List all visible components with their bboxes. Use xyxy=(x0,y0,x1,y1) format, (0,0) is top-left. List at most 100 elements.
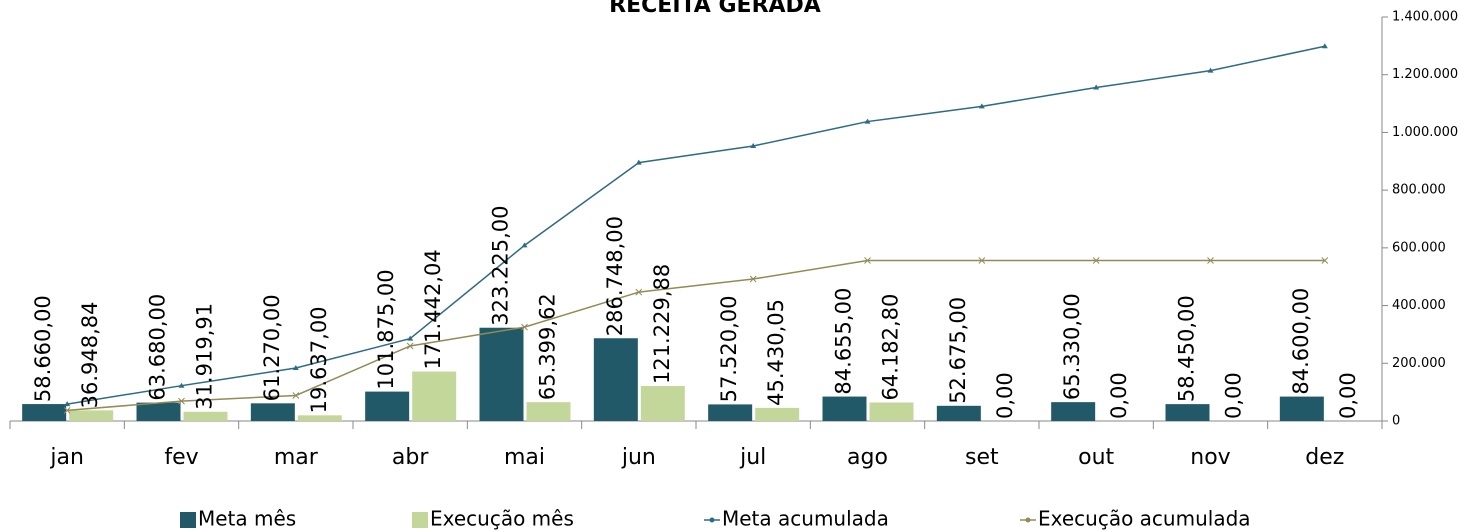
value-label: 0,00 xyxy=(1336,372,1360,419)
x-tick-label: jun xyxy=(621,445,656,470)
x-tick-label: ago xyxy=(847,445,888,470)
value-label: 61.270,00 xyxy=(260,294,284,401)
bar xyxy=(640,386,685,421)
marker xyxy=(521,242,528,248)
marker xyxy=(292,392,300,399)
line-series xyxy=(67,259,1325,412)
value-label: 58.450,00 xyxy=(1175,295,1199,402)
marker xyxy=(750,142,757,148)
value-label: 65.399,62 xyxy=(536,293,560,400)
value-label: 171.442,04 xyxy=(421,249,445,369)
value-label: 31.919,91 xyxy=(193,303,217,410)
value-label: 58.660,00 xyxy=(31,295,55,402)
legend-label: Execução mês xyxy=(430,507,574,531)
x-tick-label: fev xyxy=(164,445,198,470)
bar xyxy=(1165,404,1210,421)
marker xyxy=(1207,257,1214,264)
bar xyxy=(69,410,114,421)
bar xyxy=(1051,402,1096,421)
value-label: 64.182,80 xyxy=(879,294,903,401)
y-tick-label: 0 xyxy=(1392,414,1400,429)
marker xyxy=(63,406,71,414)
value-label: 286.748,00 xyxy=(603,216,627,336)
legend-swatch xyxy=(412,512,428,528)
marker xyxy=(864,118,871,124)
marker xyxy=(178,382,185,388)
value-label: 121.229,88 xyxy=(650,264,674,384)
y-tick-label: 200.000 xyxy=(1392,356,1446,371)
value-label: 57.520,00 xyxy=(717,296,741,403)
y-tick-label: 1.200.000 xyxy=(1392,67,1458,82)
bar xyxy=(822,396,867,421)
legend-marker xyxy=(709,517,715,523)
value-label: 84.600,00 xyxy=(1289,288,1313,395)
bar xyxy=(136,402,181,421)
chart-title: RECEITA GERADA xyxy=(609,0,821,18)
value-label: 0,00 xyxy=(1107,372,1131,419)
marker xyxy=(635,288,643,296)
bar xyxy=(708,404,753,421)
value-label: 323.225,00 xyxy=(489,205,513,325)
legend-marker xyxy=(1025,517,1031,523)
marker xyxy=(407,335,414,341)
bar xyxy=(936,405,981,421)
legend-label: Meta mês xyxy=(198,507,296,531)
marker xyxy=(1321,257,1329,264)
bar xyxy=(755,407,800,421)
x-tick-label: dez xyxy=(1305,445,1344,470)
legend-swatch xyxy=(180,512,196,528)
y-tick-label: 1.400.000 xyxy=(1392,10,1458,25)
value-label: 65.330,00 xyxy=(1060,293,1084,400)
marker xyxy=(864,257,871,264)
x-tick-label: nov xyxy=(1190,445,1230,470)
value-label: 45.430,05 xyxy=(764,299,788,406)
value-label: 19.637,00 xyxy=(307,306,331,413)
marker xyxy=(1207,67,1214,73)
bar xyxy=(593,338,638,421)
value-label: 36.948,84 xyxy=(78,301,102,408)
marker xyxy=(978,257,986,264)
line-series xyxy=(67,45,1325,405)
value-label: 52.675,00 xyxy=(946,297,970,404)
bar xyxy=(183,411,228,421)
legend-label: Execução acumulada xyxy=(1038,507,1251,531)
x-tick-label: out xyxy=(1078,445,1114,470)
marker xyxy=(1093,84,1100,90)
value-label: 84.655,00 xyxy=(832,288,856,395)
bar xyxy=(479,327,524,421)
bar xyxy=(365,391,410,421)
marker xyxy=(406,342,414,350)
value-label: 0,00 xyxy=(993,372,1017,419)
bar xyxy=(1279,396,1324,421)
x-tick-label: mar xyxy=(274,445,319,470)
marker xyxy=(64,401,71,407)
bar xyxy=(412,371,457,421)
y-tick-label: 1.000.000 xyxy=(1392,125,1458,140)
value-label: 63.680,00 xyxy=(146,294,170,401)
marker xyxy=(749,275,757,283)
bar xyxy=(297,415,342,421)
x-tick-label: set xyxy=(965,445,999,470)
y-tick-label: 800.000 xyxy=(1392,183,1446,198)
bar xyxy=(250,403,295,421)
x-tick-label: jan xyxy=(49,445,84,470)
y-tick-label: 400.000 xyxy=(1392,298,1446,313)
bar xyxy=(22,404,67,421)
marker xyxy=(521,323,528,331)
x-tick-label: jul xyxy=(739,445,766,470)
legend-label: Meta acumulada xyxy=(722,507,889,531)
marker xyxy=(178,397,185,405)
bar xyxy=(869,402,914,421)
marker xyxy=(978,103,985,109)
marker xyxy=(292,365,299,371)
marker xyxy=(1092,257,1100,264)
marker xyxy=(635,159,642,165)
value-label: 0,00 xyxy=(1222,372,1246,419)
bar xyxy=(526,402,571,421)
x-tick-label: mai xyxy=(504,445,545,470)
y-tick-label: 600.000 xyxy=(1392,240,1446,255)
value-label: 101.875,00 xyxy=(374,269,398,389)
marker xyxy=(1321,43,1328,49)
x-tick-label: abr xyxy=(392,445,429,470)
